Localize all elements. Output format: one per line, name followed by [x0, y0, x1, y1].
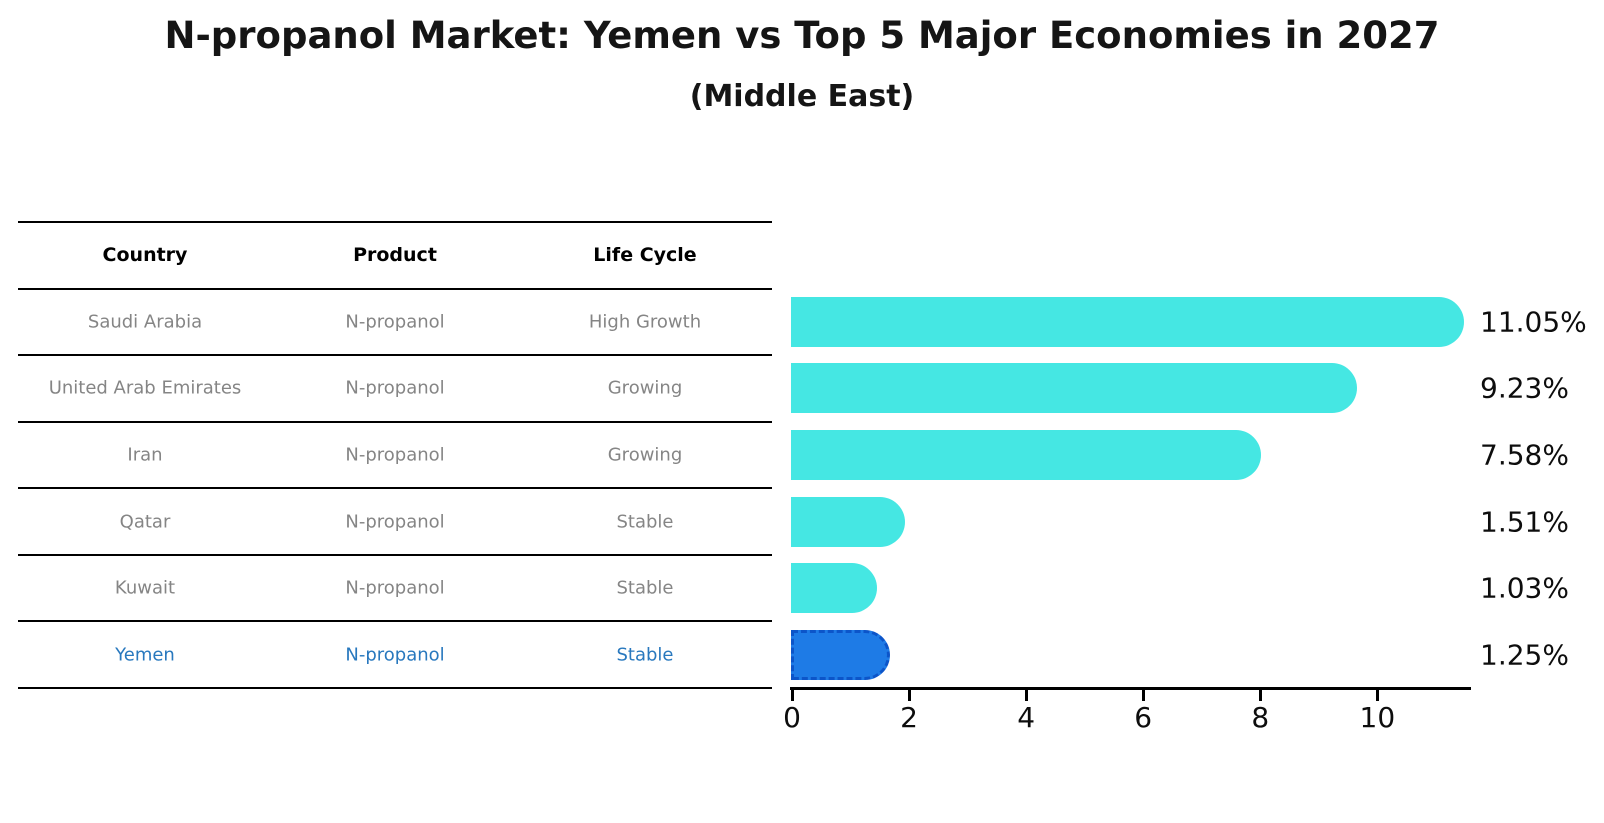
table-cell-product: N-propanol: [345, 444, 445, 466]
bar-value-label: 11.05%: [1480, 305, 1587, 339]
table-row-separator: [18, 487, 772, 490]
chart-subtitle: (Middle East): [689, 79, 915, 114]
table-cell-country: Qatar: [119, 511, 171, 533]
table-cell-product: N-propanol: [345, 511, 445, 533]
table-top-border: [18, 221, 772, 223]
table-cell-product: N-propanol: [345, 377, 445, 399]
table-row-separator: [18, 287, 772, 290]
bar-iran: [791, 429, 1261, 480]
table-row-separator: [18, 620, 772, 623]
table-cell-product: N-propanol: [345, 577, 445, 599]
bar-united-arab-emirates: [791, 363, 1358, 414]
bar-value-label: 1.51%: [1480, 505, 1569, 539]
column-header-product: Product: [353, 244, 437, 266]
x-axis-tick-label: 0: [783, 701, 801, 734]
table-row-separator: [18, 354, 772, 357]
table-cell-life_cycle: Stable: [616, 577, 674, 599]
x-axis-tick: [1141, 690, 1145, 701]
x-axis-line: [790, 687, 1471, 690]
table-row-separator: [18, 420, 772, 423]
bar-value-label: 1.25%: [1480, 638, 1569, 672]
x-axis-tick: [1375, 690, 1379, 701]
table-cell-country: Kuwait: [114, 577, 176, 599]
chart-title: N-propanol Market: Yemen vs Top 5 Major …: [164, 14, 1440, 57]
x-axis-tick: [1024, 690, 1028, 701]
bar-value-label: 1.03%: [1480, 571, 1569, 605]
bar-yemen-highlight: [791, 629, 891, 680]
bar-value-label: 7.58%: [1480, 438, 1569, 472]
x-axis-tick-label: 10: [1359, 701, 1396, 734]
column-header-life-cycle: Life Cycle: [593, 244, 697, 266]
x-axis-tick-label: 4: [1017, 701, 1036, 734]
table-cell-country: Iran: [127, 444, 163, 466]
x-axis-tick-label: 2: [900, 701, 918, 734]
x-axis-tick: [907, 690, 911, 701]
table-cell-country: Yemen: [115, 644, 175, 666]
table-cell-life_cycle: Stable: [616, 511, 674, 533]
bar-kuwait: [791, 563, 878, 614]
x-axis-tick: [1258, 690, 1262, 701]
bar-qatar: [791, 496, 906, 547]
bar-value-label: 9.23%: [1480, 371, 1569, 405]
x-axis-tick-label: 6: [1134, 701, 1153, 734]
table-cell-life_cycle: Growing: [607, 444, 683, 466]
table-row-separator: [18, 686, 772, 689]
x-axis-tick-label: 8: [1251, 701, 1270, 734]
table-cell-product: N-propanol: [345, 311, 445, 333]
table-cell-country: United Arab Emirates: [48, 377, 242, 399]
table-cell-life_cycle: Stable: [616, 644, 674, 666]
column-header-country: Country: [102, 244, 188, 266]
table-row-separator: [18, 553, 772, 556]
bar-saudi-arabia: [791, 296, 1464, 347]
table-cell-life_cycle: High Growth: [588, 311, 702, 333]
table-cell-life_cycle: Growing: [607, 377, 683, 399]
table-cell-product: N-propanol: [345, 644, 445, 666]
x-axis-tick: [790, 690, 794, 701]
table-cell-country: Saudi Arabia: [87, 311, 203, 333]
